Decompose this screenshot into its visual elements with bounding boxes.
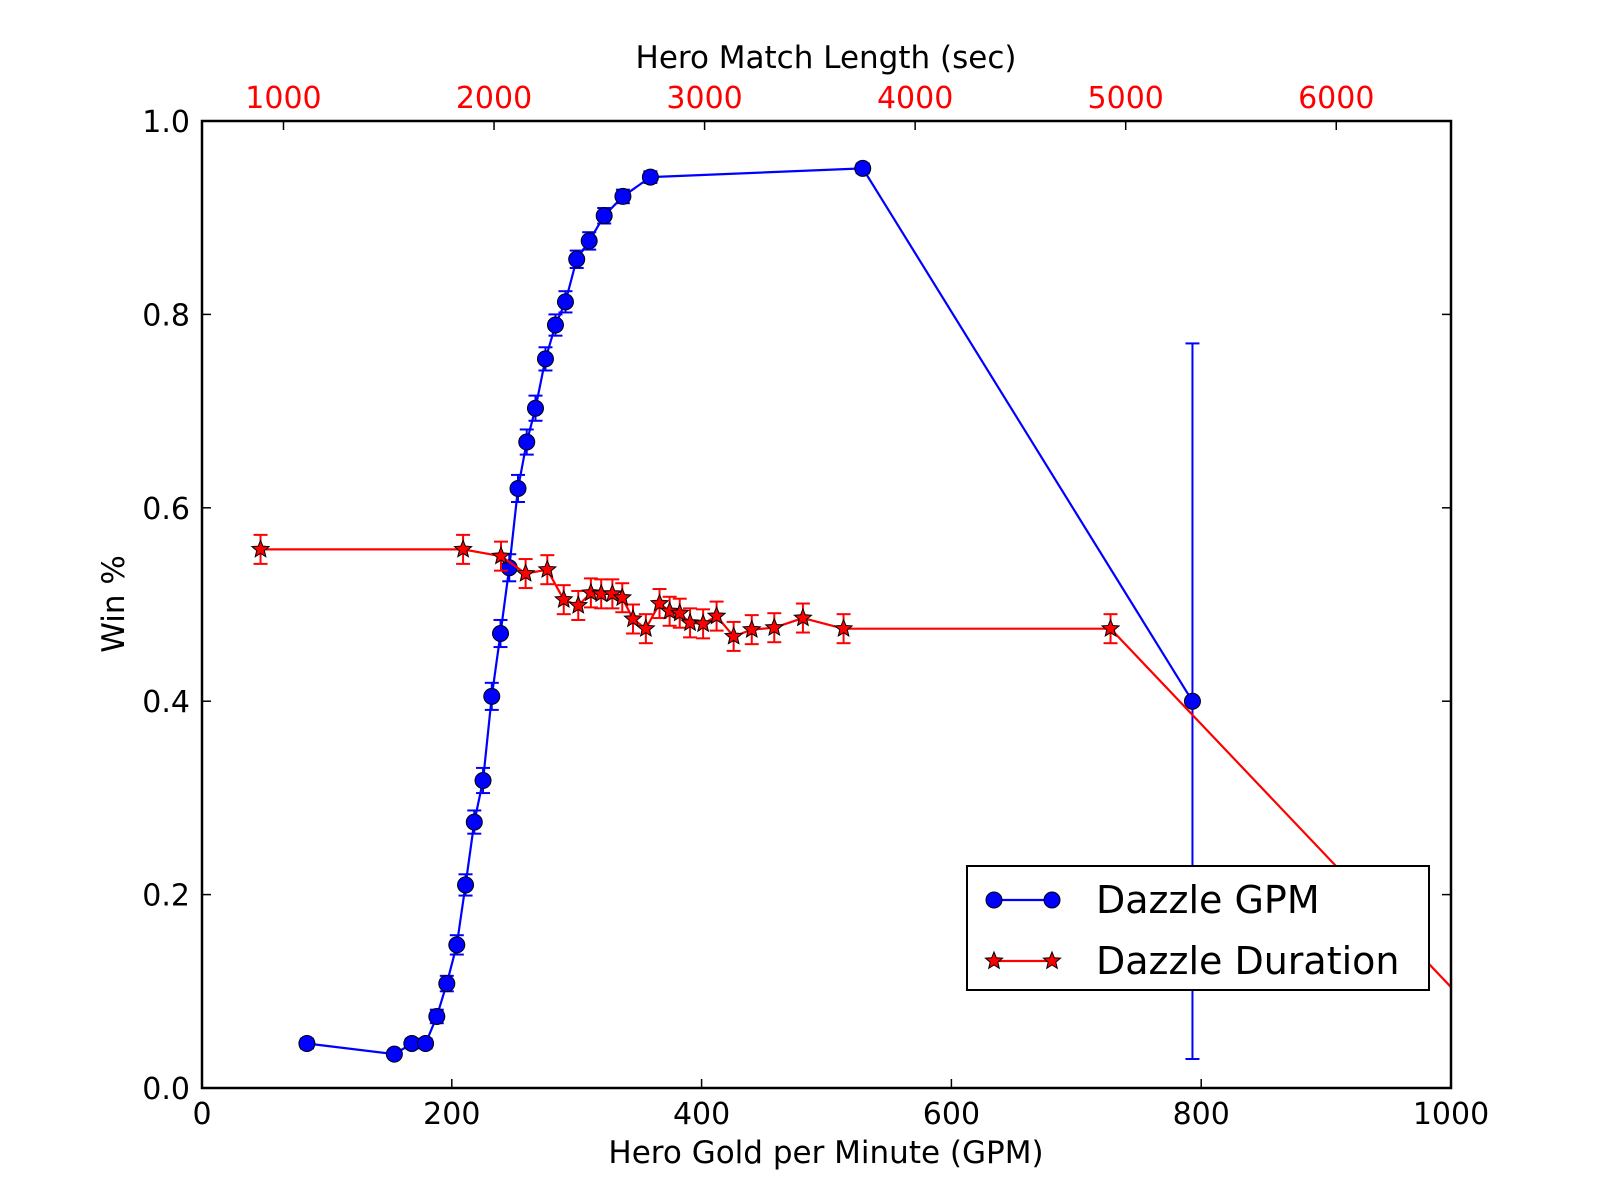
data-point xyxy=(568,595,589,614)
data-point xyxy=(623,608,643,628)
data-point xyxy=(385,1045,403,1063)
data-point xyxy=(417,1035,435,1053)
legend-duration-markers xyxy=(984,950,1062,970)
data-point xyxy=(636,618,656,638)
data-point xyxy=(659,600,680,620)
data-point xyxy=(595,207,613,225)
data-point xyxy=(457,876,475,894)
series-duration xyxy=(250,533,1555,1095)
data-point xyxy=(556,293,574,311)
data-point xyxy=(492,625,510,643)
data-point xyxy=(641,168,659,186)
data-point xyxy=(553,589,574,609)
data-point xyxy=(741,619,762,638)
data-point xyxy=(693,613,713,633)
data-point xyxy=(723,626,744,645)
x-tick-label: 800 xyxy=(1173,1097,1230,1132)
data-point xyxy=(483,687,501,705)
data-point xyxy=(706,605,727,625)
data-point xyxy=(509,479,527,497)
data-point xyxy=(428,1007,446,1025)
data-point xyxy=(536,350,554,368)
data-point xyxy=(448,936,466,954)
data-point xyxy=(1538,1079,1555,1095)
series-gpm xyxy=(298,159,1201,1063)
x2-tick-label: 6000 xyxy=(1298,81,1374,116)
legend-entry-gpm: Dazzle GPM xyxy=(985,878,1320,922)
data-point xyxy=(250,539,271,558)
data-point xyxy=(537,559,558,579)
series-layer xyxy=(250,159,1555,1095)
data-point xyxy=(515,563,536,582)
legend-entry-duration: Dazzle Duration xyxy=(984,939,1400,983)
x-tick-label: 400 xyxy=(673,1097,730,1132)
data-point xyxy=(474,771,492,789)
data-point xyxy=(546,316,564,334)
x-axis-label: Hero Gold per Minute (GPM) xyxy=(608,1135,1043,1171)
data-point xyxy=(581,582,601,602)
data-point xyxy=(1100,618,1121,638)
data-point xyxy=(526,399,544,417)
data-point xyxy=(669,602,690,622)
data-point xyxy=(649,593,670,612)
data-point xyxy=(1183,692,1201,710)
data-point xyxy=(568,250,586,268)
y-tick-label: 0.0 xyxy=(142,1072,190,1107)
legend-gpm-label: Dazzle GPM xyxy=(1096,878,1320,922)
y-tick-label: 0.8 xyxy=(142,298,190,333)
data-point xyxy=(854,159,872,177)
tick-layer: 0 200 400 600 800 1000 0.0 0.2 0.4 0.6 0.8 1.0 1000 2… xyxy=(142,81,1489,1132)
x2-tick-label: 4000 xyxy=(877,81,953,116)
legend-duration-label: Dazzle Duration xyxy=(1096,939,1400,983)
x-tick-label: 600 xyxy=(923,1097,980,1132)
data-point xyxy=(612,587,633,607)
x2-tick-label: 5000 xyxy=(1088,81,1164,116)
x2-tick-label: 1000 xyxy=(245,81,321,116)
data-point xyxy=(438,975,456,993)
data-point xyxy=(298,1035,316,1053)
data-point xyxy=(764,617,785,637)
series-line xyxy=(260,548,1451,989)
x-tick-label: 200 xyxy=(423,1097,480,1132)
legend-gpm-marker-right xyxy=(1043,891,1061,909)
x2-tick-label: 3000 xyxy=(666,81,742,116)
y-tick-label: 0.4 xyxy=(142,685,190,720)
y-tick-label: 0.6 xyxy=(142,492,190,527)
legend-duration-marker xyxy=(1042,950,1062,970)
plot-frame xyxy=(200,119,1453,1090)
x2-axis-label: Hero Match Length (sec) xyxy=(636,40,1017,76)
data-point xyxy=(793,607,813,627)
data-point xyxy=(518,433,536,451)
data-point xyxy=(680,612,700,632)
x-tick-label: 1000 xyxy=(1413,1097,1489,1132)
x2-tick-label: 2000 xyxy=(456,81,532,116)
y-tick-label: 0.2 xyxy=(142,879,190,914)
x-tick-label: 0 xyxy=(192,1097,211,1132)
data-point xyxy=(465,813,483,831)
data-point xyxy=(453,539,473,558)
legend-box xyxy=(966,865,1430,991)
data-point xyxy=(833,618,854,638)
y-tick-label: 1.0 xyxy=(142,105,190,140)
legend-duration-marker xyxy=(984,950,1004,970)
data-point xyxy=(491,545,511,565)
y-axis-label: Win % xyxy=(96,555,132,653)
legend-gpm-marker-left xyxy=(985,891,1003,909)
data-point xyxy=(580,232,598,250)
data-point xyxy=(614,187,632,205)
legend: Dazzle GPM Dazzle Duration xyxy=(966,865,1430,991)
